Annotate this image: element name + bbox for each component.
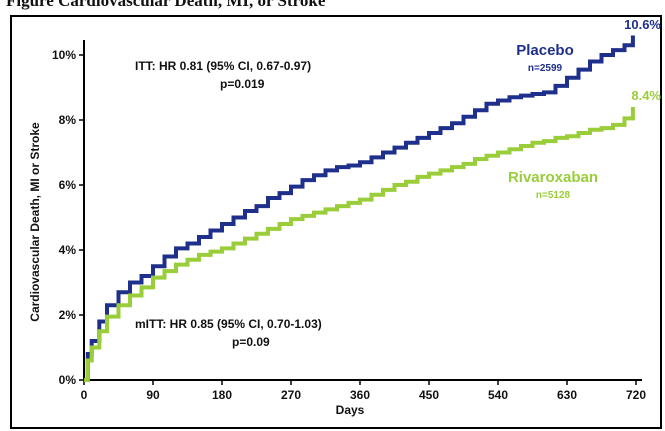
mitt-hr-text: mITT: HR 0.85 (95% CI, 0.70-1.03)	[135, 317, 322, 331]
x-tick-label: 630	[557, 388, 577, 402]
rivaroxaban-end-value: 8.4%	[631, 88, 661, 103]
placebo-end-value: 10.6%	[624, 17, 661, 32]
mitt-p-text: p=0.09	[232, 335, 270, 349]
ticks: 0 90 180 270 360 450 540 630 720 0% 2% 4% 6% 8% 10%	[52, 48, 646, 402]
series-layer	[84, 35, 635, 382]
legend-rivaroxaban-n: n=5128	[536, 190, 571, 201]
legend-placebo-n: n=2599	[528, 63, 563, 74]
y-tick-label: 2%	[59, 308, 77, 322]
x-tick-label: 720	[626, 388, 646, 402]
figure-caption: Figure Cardiovascular Death, MI, or Stro…	[6, 0, 326, 10]
x-tick-label: 270	[281, 388, 301, 402]
itt-hr-text: ITT: HR 0.81 (95% CI, 0.67-0.97)	[135, 59, 311, 73]
x-axis-title: Days	[336, 403, 365, 417]
y-tick-label: 4%	[59, 243, 77, 257]
axes	[83, 40, 642, 381]
y-tick-label: 0%	[59, 373, 77, 387]
x-tick-label: 450	[419, 388, 439, 402]
series-line-rivaroxaban	[84, 107, 635, 382]
y-tick-label: 10%	[52, 48, 76, 62]
x-tick-label: 90	[146, 388, 160, 402]
y-tick-label: 8%	[59, 113, 77, 127]
x-tick-label: 180	[212, 388, 232, 402]
x-tick-label: 0	[81, 388, 88, 402]
x-tick-label: 540	[488, 388, 508, 402]
legend-placebo-name: Placebo	[516, 42, 574, 59]
y-tick-label: 6%	[59, 178, 77, 192]
series-line-placebo	[84, 35, 635, 382]
legend-rivaroxaban-name: Rivaroxaban	[508, 169, 598, 186]
figure-caption-strip: Figure Cardiovascular Death, MI, or Stro…	[0, 0, 665, 14]
itt-p-text: p=0.019	[220, 77, 265, 91]
x-tick-label: 360	[350, 388, 370, 402]
chart-frame	[10, 15, 662, 429]
y-axis-title: Cardiovascular Death, MI or Stroke	[28, 122, 42, 322]
